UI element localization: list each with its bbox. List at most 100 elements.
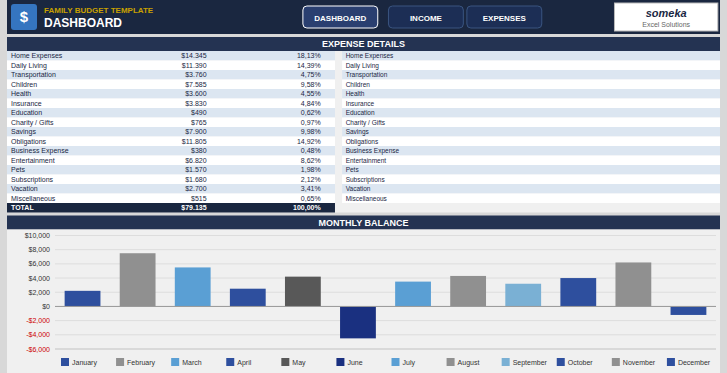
bar: [560, 278, 596, 306]
logo-subtext: Excel Solutions: [642, 21, 690, 28]
table-share: 0,65%: [301, 195, 321, 202]
y-tick-label: -$6,000: [26, 346, 50, 353]
legend-label: April: [237, 359, 251, 367]
bar-row: [342, 175, 720, 185]
legend-swatch: [226, 358, 234, 366]
table-amount: $14.345: [181, 52, 206, 59]
grid-line: [55, 320, 716, 321]
table-amount: $6.820: [185, 157, 207, 164]
table-category: Home Expenses: [11, 52, 63, 60]
section-header: [7, 37, 720, 51]
bar-row: [342, 61, 720, 71]
total-amount: $79.135: [181, 204, 206, 212]
table-category: Transportation: [11, 71, 56, 79]
legend-label: August: [458, 359, 480, 367]
legend-swatch: [336, 358, 344, 366]
table-row: [7, 61, 335, 71]
table-row: [7, 184, 335, 194]
legend-swatch: [171, 358, 179, 366]
table-category: Insurance: [11, 100, 42, 107]
bar-category: Health: [346, 90, 365, 97]
table-row: [7, 175, 335, 185]
table-category: Savings: [11, 128, 36, 136]
table-category: Education: [11, 109, 42, 116]
dashboard: $FAMILY BUDGET TEMPLATEDASHBOARDDASHBOAR…: [0, 0, 727, 373]
legend-label: May: [292, 359, 306, 367]
bar-category: Daily Living: [346, 62, 380, 70]
table-category: Miscellaneous: [11, 195, 56, 202]
page-background: [0, 0, 727, 373]
bar-category: Savings: [346, 128, 370, 136]
bar: [120, 253, 156, 306]
bar-category: Miscellaneous: [346, 195, 388, 202]
legend-label: March: [182, 359, 202, 366]
grid-line: [55, 334, 716, 335]
nav-button: [467, 6, 542, 28]
table-amount: $2.700: [185, 185, 207, 192]
bar-category: Charity / Gifts: [346, 119, 386, 127]
legend-label: February: [127, 359, 156, 367]
section-header: [7, 216, 720, 230]
legend-swatch: [392, 358, 400, 366]
legend-swatch: [557, 358, 565, 366]
table-category: Obligations: [11, 138, 47, 146]
legend-label: October: [568, 359, 594, 366]
legend-label: November: [623, 359, 656, 366]
bar-row: [342, 51, 720, 61]
legend-swatch: [61, 358, 69, 366]
bar-category: Vacation: [346, 185, 371, 192]
table-amount: $11.390: [182, 62, 207, 69]
header-icon-text: $: [20, 8, 29, 25]
table-share: 0,97%: [301, 119, 321, 126]
nav-button-label: INCOME: [410, 14, 443, 23]
bar-row: [342, 127, 720, 137]
bar: [175, 267, 211, 306]
table-category: Subscriptions: [11, 176, 54, 184]
grid-line: [55, 235, 716, 236]
y-tick-label: $2,000: [29, 289, 51, 296]
y-tick-label: $6,000: [29, 260, 51, 267]
page-title: FAMILY BUDGET TEMPLATE: [44, 6, 154, 15]
legend-swatch: [612, 358, 620, 366]
panel-background: [7, 51, 720, 213]
table-row: [7, 99, 335, 109]
bar-row: [342, 146, 720, 156]
legend-swatch: [502, 358, 510, 366]
y-tick-label: $10,000: [25, 232, 50, 239]
legend-swatch: [447, 358, 455, 366]
table-share: 4,55%: [301, 90, 321, 97]
bar-row: [342, 194, 720, 204]
bar-category: Entertainment: [346, 157, 387, 164]
table-row: [7, 165, 335, 175]
table-amount: $765: [191, 119, 207, 126]
table-share: 3,41%: [301, 185, 321, 192]
table-share: 18,13%: [297, 52, 321, 59]
chart-title: MONTHLY BALANCE: [318, 218, 408, 228]
bar: [395, 282, 431, 307]
bar-category: Business Expense: [346, 147, 400, 155]
table-share: 4,84%: [301, 100, 321, 107]
table-share: 1,98%: [301, 166, 321, 173]
table-row: [7, 70, 335, 80]
header: $FAMILY BUDGET TEMPLATEDASHBOARDDASHBOAR…: [7, 0, 720, 34]
bars: [65, 253, 707, 338]
y-tick-label: -$2,000: [26, 317, 50, 324]
table-amount: $3.760: [185, 71, 207, 78]
table-amount: $3.830: [185, 100, 207, 107]
table-category: Children: [11, 81, 37, 88]
bar-category: Education: [346, 109, 375, 116]
panel-background: [7, 230, 720, 373]
table-category: Entertainment: [11, 157, 55, 164]
bar-category: Home Expenses: [346, 52, 394, 60]
nav-button: [303, 6, 378, 28]
logo-box: [614, 3, 717, 31]
table-row: [7, 146, 335, 156]
total-share: 100,00%: [293, 204, 321, 212]
table-share: 0,62%: [301, 109, 321, 116]
bar-row: [342, 118, 720, 128]
table-category: Daily Living: [11, 62, 47, 70]
table-row: [7, 156, 335, 166]
table-row: [7, 51, 335, 61]
bar-row: [342, 108, 720, 118]
bar: [230, 289, 266, 307]
